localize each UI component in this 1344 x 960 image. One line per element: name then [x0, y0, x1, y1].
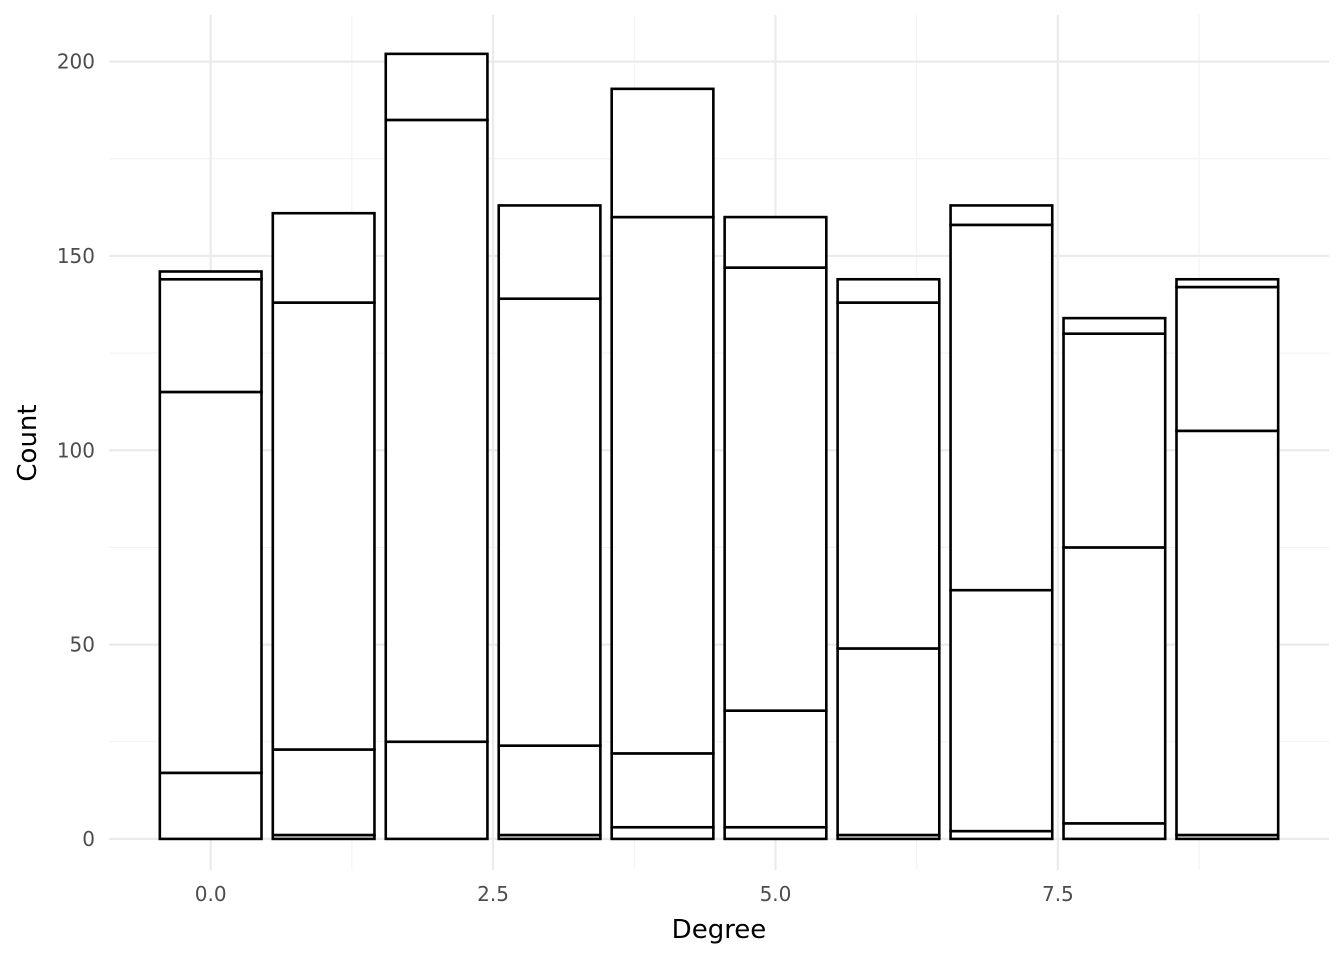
- y-tick-label: 150: [57, 244, 95, 268]
- bar-segment: [723, 825, 828, 841]
- bar-segment: [497, 297, 602, 747]
- bar-segment: [949, 223, 1054, 592]
- bar-segment: [836, 301, 941, 650]
- bar-segment: [1175, 277, 1280, 289]
- bar-segment: [271, 211, 376, 304]
- bar-segment: [1062, 546, 1167, 825]
- bar-segment: [723, 266, 828, 712]
- bar-segment: [836, 647, 941, 837]
- x-tick-label: 7.5: [1042, 882, 1074, 906]
- bar-segment: [1175, 285, 1280, 433]
- bar-segment: [610, 752, 715, 829]
- y-tick-label: 200: [57, 50, 95, 74]
- y-axis-tick-labels: 0 50 100 150 200: [57, 50, 95, 851]
- bar-segment: [1062, 316, 1167, 335]
- y-axis-title: Count: [13, 404, 43, 481]
- bars: [158, 52, 1280, 841]
- bar-segment: [158, 390, 263, 775]
- y-tick-label: 100: [57, 438, 95, 462]
- bar-segment: [610, 215, 715, 755]
- bar-segment: [723, 215, 828, 269]
- bar-segment: [271, 301, 376, 751]
- bar-segment: [1062, 332, 1167, 549]
- bar-segment: [384, 52, 489, 122]
- bar-segment: [497, 204, 602, 301]
- bar-segment: [836, 277, 941, 304]
- bar-segment: [158, 270, 263, 281]
- bar-segment: [723, 709, 828, 829]
- bar-segment: [158, 771, 263, 841]
- bar-segment: [1062, 822, 1167, 841]
- bar-segment: [610, 825, 715, 841]
- x-tick-label: 5.0: [760, 882, 792, 906]
- bar-segment: [271, 748, 376, 837]
- x-axis-title: Degree: [672, 915, 767, 945]
- x-axis-tick-labels: 0.0 2.5 5.0 7.5: [195, 882, 1074, 906]
- x-tick-label: 2.5: [477, 882, 509, 906]
- bar-segment: [610, 87, 715, 219]
- bar-segment: [1175, 429, 1280, 837]
- y-tick-label: 50: [70, 633, 95, 657]
- y-tick-label: 0: [82, 827, 95, 851]
- bar-segment: [949, 204, 1054, 227]
- bar-segment: [384, 118, 489, 744]
- x-tick-label: 0.0: [195, 882, 227, 906]
- bar-segment: [949, 588, 1054, 833]
- bar-segment: [497, 744, 602, 837]
- bar-segment: [384, 740, 489, 841]
- bar-segment: [158, 277, 263, 394]
